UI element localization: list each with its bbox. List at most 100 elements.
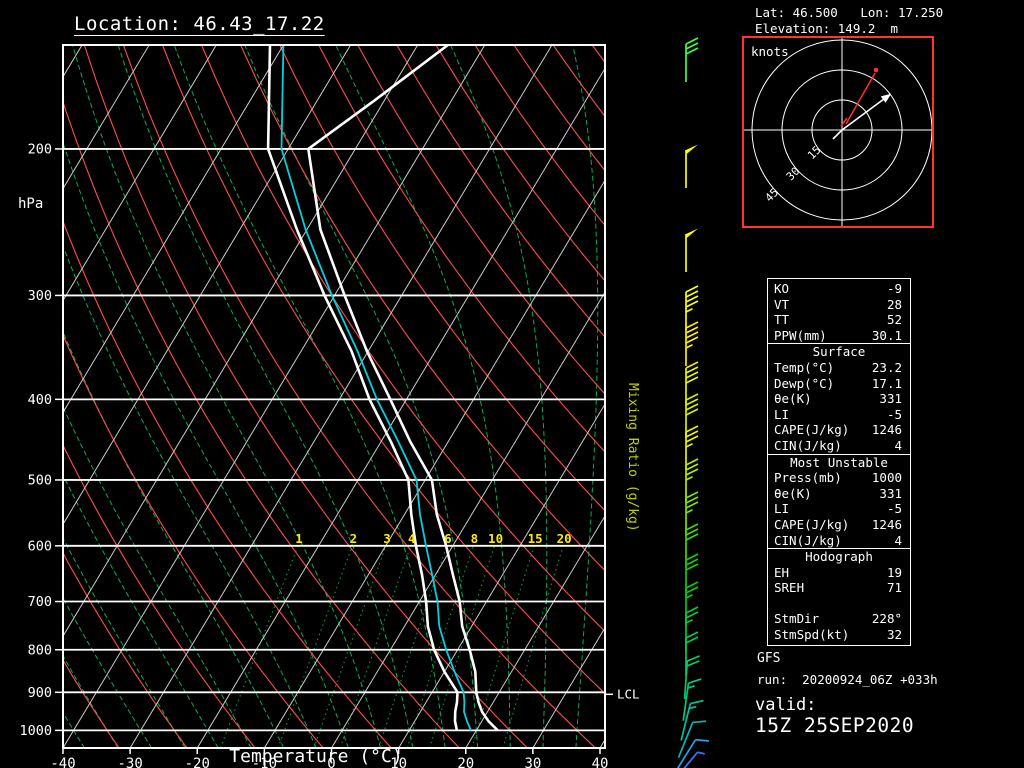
mixing-ratio-lines — [219, 545, 564, 748]
index-value: 23.2 — [871, 359, 902, 375]
index-row: CAPE(J/kg) 1246 — [768, 517, 910, 533]
index-label: θe(K) — [774, 391, 812, 407]
index-value: 28 — [886, 296, 902, 312]
wind-barb — [685, 321, 699, 366]
svg-text:1: 1 — [295, 531, 303, 546]
index-label: Dewp(°C) — [774, 375, 835, 391]
svg-text:0: 0 — [327, 756, 335, 768]
index-row: TT 52 — [768, 312, 910, 328]
svg-text:4: 4 — [408, 531, 416, 546]
index-row: LI -5 — [768, 407, 910, 423]
index-value: -9 — [886, 281, 902, 296]
index-value: 1246 — [871, 422, 902, 438]
hodo-unit-label: knots — [751, 44, 789, 59]
index-label: LI — [774, 406, 790, 422]
wind-barb — [685, 606, 699, 651]
wind-barb — [685, 144, 698, 188]
index-value: -5 — [886, 501, 902, 517]
index-label: StmDir — [774, 611, 820, 627]
moist-adiabats — [63, 45, 599, 748]
index-value: 30.1 — [871, 327, 902, 343]
wind-barb — [672, 751, 705, 768]
svg-text:900: 900 — [28, 685, 52, 701]
skewt-chart: 1 2 3 4 6 8 10 15 202003004005006007008009001000… — [18, 44, 640, 768]
svg-text:20: 20 — [557, 531, 572, 546]
hodo-trace-red — [845, 72, 876, 125]
index-value: 228° — [871, 611, 902, 627]
lcl-label: LCL — [617, 686, 640, 701]
wind-barb — [680, 699, 704, 741]
mixing-ratio-labels: 1 2 3 4 6 8 10 15 20 — [295, 531, 571, 546]
svg-text:800: 800 — [28, 642, 52, 658]
index-row: CAPE(J/kg) 1246 — [768, 422, 910, 438]
svg-text:700: 700 — [28, 594, 52, 610]
svg-text:-30: -30 — [117, 756, 142, 768]
skewt-grid — [63, 45, 605, 748]
index-row: CIN(J/kg) 4 — [768, 533, 910, 549]
temp-tick-labels: -40 -30 -20 -10 0 10 20 30 40 — [50, 748, 608, 768]
index-label: CAPE(J/kg) — [774, 422, 850, 438]
hodograph-grid — [744, 38, 932, 226]
indices-section: KO -9 VT 28 TT 52 PPW(mm) 30.1 — [768, 281, 910, 343]
index-label: Temp(°C) — [774, 359, 835, 375]
index-row: EH 19 — [768, 565, 910, 581]
wind-barb — [685, 37, 699, 82]
svg-text:6: 6 — [444, 531, 452, 546]
index-row: Temp(°C) 23.2 — [768, 360, 910, 376]
index-value: 1000 — [871, 470, 902, 486]
index-label: LI — [774, 501, 790, 517]
hodo-arrowhead — [880, 93, 892, 103]
index-row: StmDir 228° — [768, 611, 910, 627]
plot-frame — [62, 44, 606, 749]
isotherms — [63, 45, 605, 748]
svg-text:400: 400 — [28, 392, 52, 408]
wind-barb — [685, 228, 698, 272]
wind-barb — [685, 393, 699, 438]
index-label: CAPE(J/kg) — [774, 516, 850, 532]
page-title: Location: 46.43_17.22 — [74, 13, 325, 35]
index-label: SREH — [774, 580, 805, 596]
svg-text:-10: -10 — [252, 756, 277, 768]
index-value: 1246 — [871, 516, 902, 532]
index-value: 17.1 — [871, 375, 902, 391]
svg-text:10: 10 — [390, 756, 407, 768]
wind-barb — [685, 425, 699, 470]
section-header: Hodograph — [805, 549, 873, 565]
index-row: SREH 71 — [768, 580, 910, 596]
wind-barb — [685, 631, 699, 676]
section-header: Surface — [812, 344, 866, 360]
svg-text:600: 600 — [28, 538, 52, 554]
index-label: EH — [774, 564, 790, 580]
index-row: θe(K) 331 — [768, 391, 910, 407]
wind-barb-column — [672, 37, 709, 768]
indices-section: Surface Temp(°C) 23.2 Dewp(°C) 17.1 θe(K) 331 L… — [768, 343, 910, 453]
valid-time: 15Z 25SEP2020 — [755, 714, 915, 737]
index-value: 19 — [886, 564, 902, 580]
index-value: -5 — [886, 406, 902, 422]
pressure-tick-labels: 200 300 400 500 600 700 800 900 1000 — [19, 141, 63, 739]
index-row: CIN(J/kg) 4 — [768, 438, 910, 454]
wind-barb — [674, 738, 709, 768]
wetbulb-curve — [280, 45, 472, 731]
wind-barb — [685, 285, 699, 330]
index-value: 71 — [886, 580, 902, 596]
hodo-trace-white — [832, 95, 889, 140]
svg-text:8: 8 — [471, 531, 479, 546]
run-label: run: 20200924_06Z +033h — [757, 672, 938, 687]
pressure-axis-label: hPa — [18, 196, 43, 212]
index-value: 331 — [879, 485, 902, 501]
index-label: VT — [774, 296, 790, 312]
index-row: Dewp(°C) 17.1 — [768, 376, 910, 392]
index-row: VT 28 — [768, 297, 910, 313]
index-row — [768, 596, 910, 612]
svg-text:1000: 1000 — [19, 723, 52, 739]
hodo-storm-dot — [873, 67, 879, 73]
index-label: PPW(mm) — [774, 327, 827, 343]
svg-text:3: 3 — [383, 531, 391, 546]
svg-text:15: 15 — [528, 531, 543, 546]
index-label: CIN(J/kg) — [774, 437, 842, 453]
pressure-lines — [63, 148, 605, 732]
index-label: TT — [774, 312, 790, 328]
wind-barb — [682, 678, 702, 721]
